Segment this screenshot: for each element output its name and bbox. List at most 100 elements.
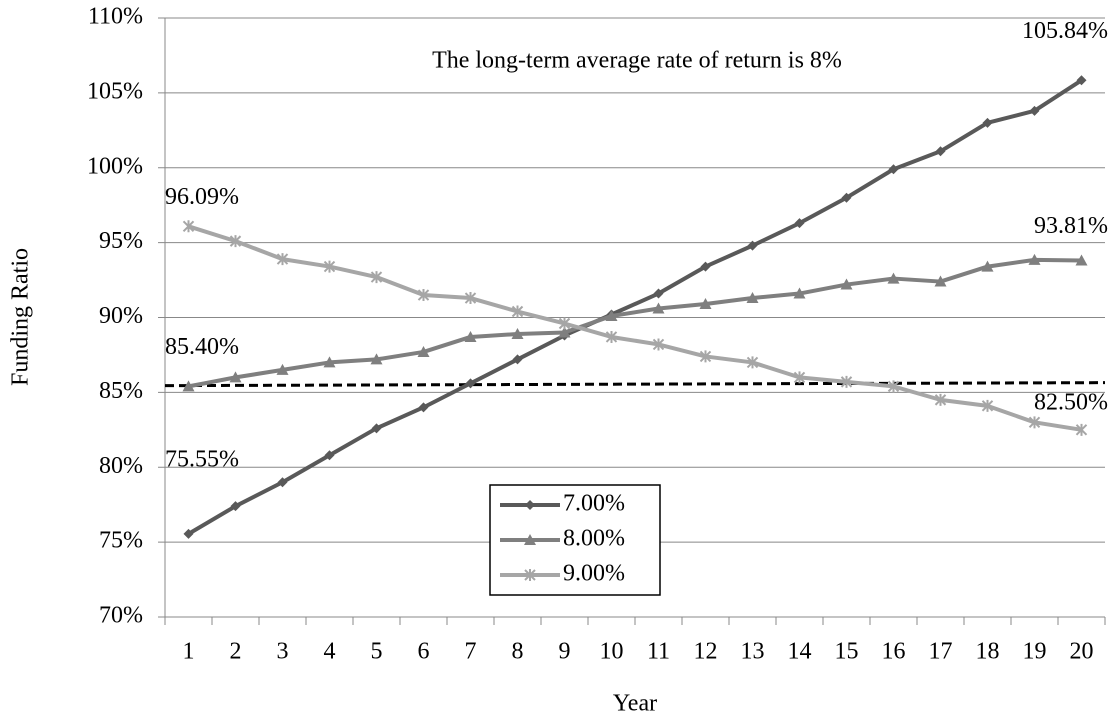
marker: [605, 330, 618, 343]
marker: [935, 146, 946, 157]
y-tick-label: 100%: [87, 153, 143, 179]
marker: [525, 500, 535, 510]
y-tick-label: 85%: [99, 378, 143, 404]
x-tick-label: 2: [230, 639, 242, 665]
x-tick-label: 11: [647, 639, 670, 665]
x-tick-label: 3: [277, 639, 289, 665]
marker: [1076, 75, 1087, 86]
x-axis-title: Year: [613, 691, 657, 717]
marker: [417, 345, 430, 357]
data-label: 93.81%: [1034, 213, 1108, 239]
marker: [981, 260, 994, 272]
marker: [323, 260, 336, 273]
series-line: [188, 257, 1082, 389]
series-line: [187, 78, 1083, 536]
x-tick-label: 4: [324, 639, 336, 665]
x-tick-label: 13: [741, 639, 765, 665]
y-tick-label: 70%: [99, 603, 143, 629]
y-axis-title: Funding Ratio: [8, 248, 34, 386]
marker: [700, 261, 711, 272]
marker: [746, 356, 759, 369]
marker: [793, 371, 806, 384]
x-tick-label: 12: [694, 639, 718, 665]
marker: [888, 164, 899, 175]
x-tick-label: 1: [183, 639, 195, 665]
y-tick-label: 90%: [99, 303, 143, 329]
marker: [464, 330, 477, 342]
y-tick-label: 105%: [87, 78, 143, 104]
x-tick-label: 8: [512, 639, 524, 665]
reference-line: [164, 381, 1106, 388]
marker: [1028, 416, 1041, 429]
marker: [934, 275, 947, 287]
marker: [182, 220, 195, 233]
marker: [276, 253, 289, 266]
marker: [418, 402, 429, 413]
x-tick-label: 7: [465, 639, 477, 665]
data-label: 85.40%: [165, 334, 239, 360]
data-label: 105.84%: [1022, 18, 1108, 44]
series-line: [187, 224, 1082, 432]
data-label: 96.09%: [165, 184, 239, 210]
marker: [370, 271, 383, 284]
marker: [512, 354, 523, 365]
marker: [464, 292, 477, 305]
marker: [371, 423, 382, 434]
marker: [558, 326, 571, 338]
marker: [277, 477, 288, 488]
marker: [652, 302, 665, 314]
x-tick-label: 20: [1070, 639, 1094, 665]
marker: [794, 218, 805, 229]
marker: [324, 450, 335, 461]
marker: [524, 569, 536, 581]
marker: [981, 399, 994, 412]
x-tick-label: 6: [418, 639, 430, 665]
marker: [230, 501, 241, 512]
y-tick-label: 110%: [88, 4, 143, 30]
marker: [229, 371, 242, 383]
marker: [511, 327, 524, 339]
legend-label: 9.00%: [563, 561, 625, 587]
marker: [370, 353, 383, 365]
y-tick-label: 75%: [99, 528, 143, 554]
marker: [841, 192, 852, 203]
marker: [1029, 105, 1040, 116]
marker: [747, 240, 758, 251]
marker: [887, 380, 900, 393]
marker: [524, 534, 536, 545]
marker: [793, 287, 806, 299]
marker: [699, 298, 712, 310]
marker: [323, 356, 336, 368]
marker: [840, 278, 853, 290]
marker: [1075, 423, 1088, 436]
x-tick-label: 15: [835, 639, 859, 665]
marker: [465, 378, 476, 389]
x-tick-label: 14: [788, 639, 812, 665]
marker: [558, 317, 571, 330]
marker: [652, 338, 665, 351]
y-tick-label: 80%: [99, 453, 143, 479]
annotation: The long-term average rate of return is …: [432, 48, 842, 74]
marker: [840, 375, 853, 388]
marker: [183, 528, 194, 539]
legend: 7.00% 8.00% 9.00%: [489, 484, 661, 596]
x-tick-label: 17: [929, 639, 953, 665]
marker: [511, 305, 524, 318]
marker: [229, 235, 242, 248]
marker: [934, 393, 947, 406]
marker: [887, 272, 900, 284]
marker: [605, 310, 618, 322]
marker: [276, 363, 289, 375]
x-tick-label: 9: [559, 639, 571, 665]
x-tick-label: 10: [600, 639, 624, 665]
data-label: 82.50%: [1034, 389, 1108, 415]
x-tick-label: 5: [371, 639, 383, 665]
marker: [653, 288, 664, 299]
marker: [699, 350, 712, 363]
marker: [982, 117, 993, 128]
legend-label: 7.00%: [563, 491, 625, 517]
x-tick-label: 18: [976, 639, 1000, 665]
data-label: 75.55%: [165, 446, 239, 472]
marker: [1028, 253, 1041, 265]
